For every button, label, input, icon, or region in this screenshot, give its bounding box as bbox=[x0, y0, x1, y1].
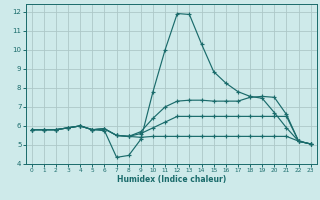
X-axis label: Humidex (Indice chaleur): Humidex (Indice chaleur) bbox=[116, 175, 226, 184]
